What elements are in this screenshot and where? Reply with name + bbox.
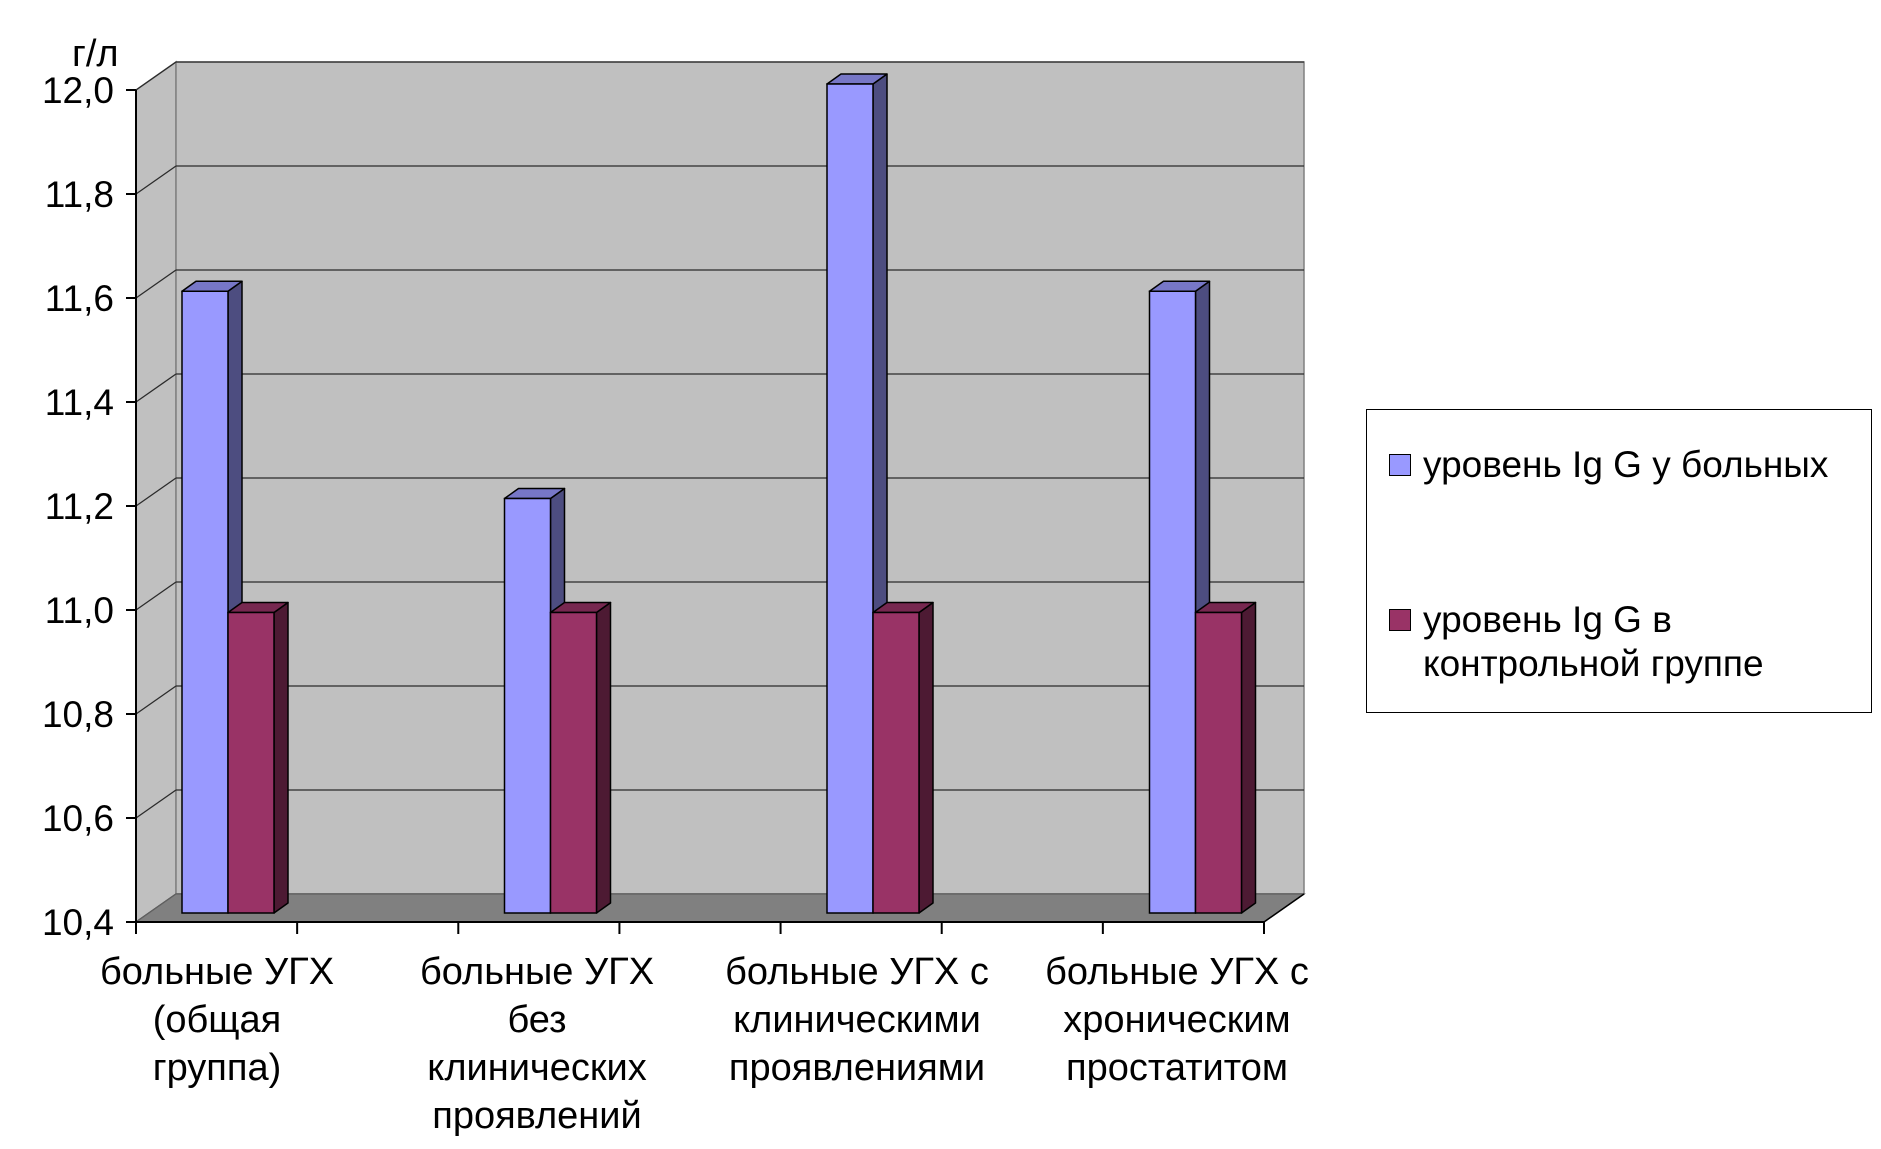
category-label-line: проявлений: [432, 1095, 641, 1137]
bar-front-face: [826, 83, 874, 914]
gridline-side: [135, 373, 177, 403]
category-label-3: больные УГХ с клиническими проявлениями: [725, 951, 989, 1089]
bar-series-2-category-2: [549, 601, 612, 914]
floor-edge: [1263, 893, 1305, 923]
y-tick-label: 10,6: [42, 798, 114, 839]
y-tick-label: 11,0: [45, 590, 114, 631]
gridline-side: [135, 269, 177, 299]
category-label-2: больные УГХ без клинических проявлений: [420, 951, 654, 1137]
category-label-line: хроническим: [1063, 999, 1290, 1041]
bar-series-2-category-1: [227, 601, 289, 914]
bar-series-1-category-3: [826, 73, 888, 914]
legend-label-control: уровень Ig G в контрольной группе: [1423, 599, 1764, 684]
legend-label-patients: уровень Ig G у больных: [1423, 444, 1829, 485]
bar-front-face: [181, 290, 229, 914]
gridline-side: [135, 165, 177, 195]
y-tick-label: 11,8: [45, 174, 114, 215]
category-label-line: проявлениями: [729, 1047, 985, 1089]
category-label-line: простатитом: [1066, 1047, 1288, 1089]
category-label-line: клинических: [427, 1047, 646, 1089]
legend-swatch-patients: [1389, 454, 1411, 476]
y-tick-label: 10,4: [42, 902, 114, 943]
y-tick-label: 10,8: [42, 694, 114, 735]
bar-front-face: [1148, 290, 1197, 914]
bar-front-face: [503, 497, 552, 914]
y-tick-label: 11,2: [45, 486, 114, 527]
y-tick-label: 11,4: [45, 382, 114, 423]
category-label-line: клиническими: [733, 999, 981, 1041]
category-label-line: (общая: [153, 999, 282, 1041]
floor: [134, 893, 1306, 923]
gridline-side: [135, 789, 177, 819]
category-label-line: больные УГХ с: [725, 951, 989, 993]
legend-swatch-control: [1389, 609, 1411, 631]
bar-front-face: [1194, 611, 1243, 914]
legend: уровень Ig G у больных уровень Ig G в ко…: [1366, 409, 1872, 713]
bar-side-face: [595, 601, 612, 914]
y-tick-label: 11,6: [45, 278, 114, 319]
category-label-1: больные УГХ (общая группа): [100, 951, 334, 1089]
gridline-side: [135, 61, 177, 91]
bar-series-2-category-4: [1194, 601, 1257, 914]
bar-front-face: [549, 611, 598, 914]
bar-side-face: [273, 601, 289, 914]
bar-side-face: [918, 601, 934, 914]
y-axis-unit-label: г/л: [72, 33, 119, 75]
legend-item-patients: уровень Ig G у больных: [1389, 443, 1863, 487]
category-label-line: больные УГХ: [100, 951, 334, 993]
category-label-line: без: [507, 999, 566, 1041]
legend-item-control: уровень Ig G в контрольной группе: [1389, 598, 1863, 686]
y-tick-label: 12,0: [42, 70, 114, 111]
bar-side-face: [1240, 601, 1257, 914]
category-label-4: больные УГХ с хроническим простатитом: [1045, 951, 1309, 1089]
bar-series-2-category-3: [872, 601, 934, 914]
gridline-side: [135, 685, 177, 715]
gridline-side: [135, 477, 177, 507]
category-label-line: больные УГХ с: [1045, 951, 1309, 993]
category-label-line: больные УГХ: [420, 951, 654, 993]
category-label-line: группа): [153, 1047, 282, 1089]
gridline-side: [135, 581, 177, 611]
bar-front-face: [227, 611, 275, 914]
bar-front-face: [872, 611, 920, 914]
